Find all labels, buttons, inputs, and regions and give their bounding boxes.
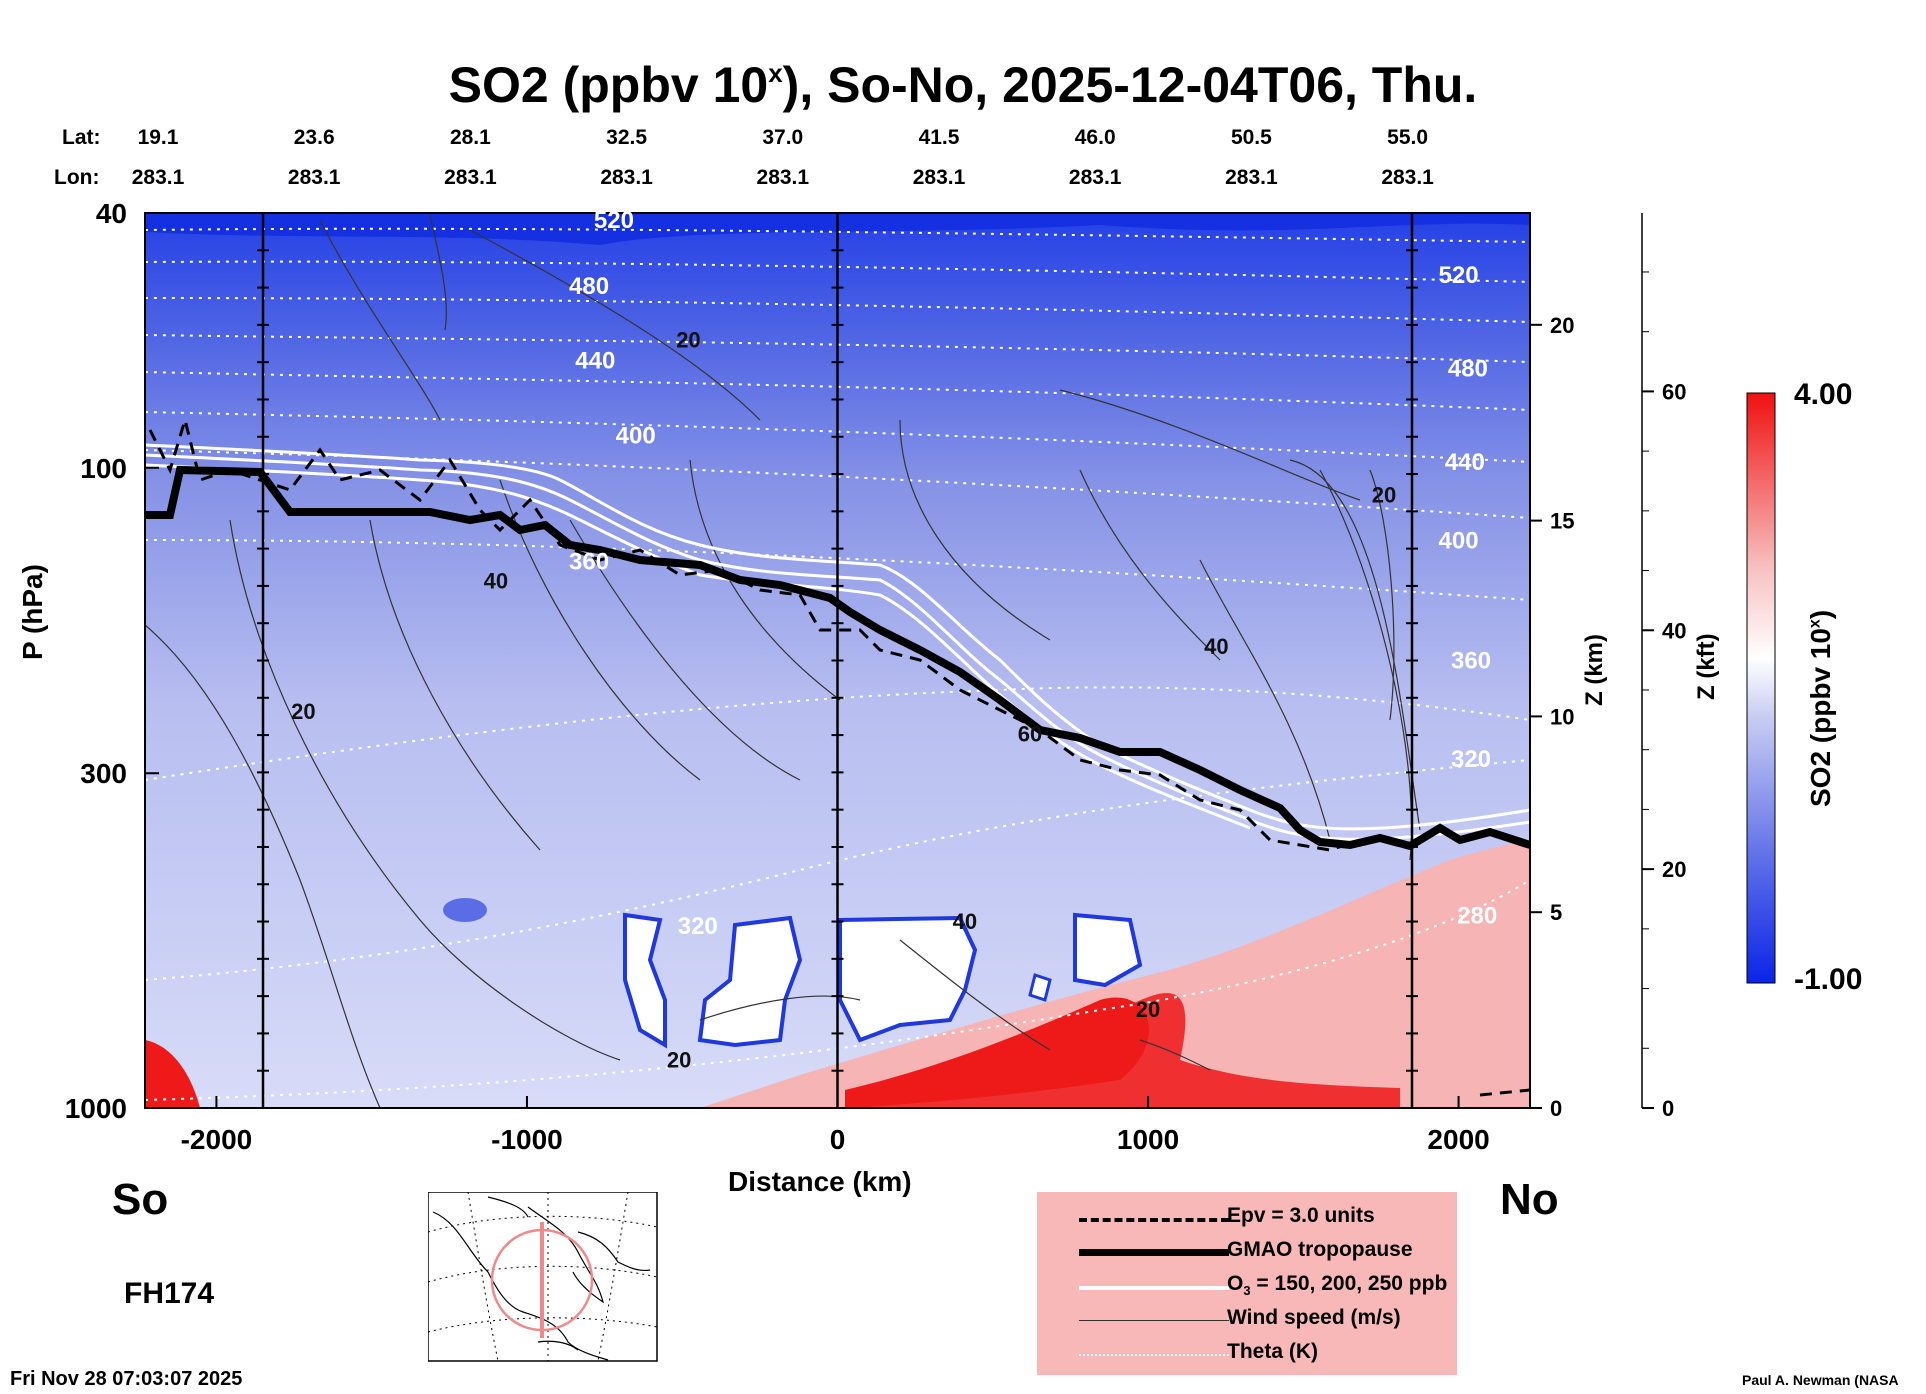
theta-label: 320 [678, 913, 718, 940]
z-km-tick-label: 15 [1550, 509, 1574, 534]
legend-item-ozone: O3 = 150, 200, 250 ppb [1037, 1272, 1457, 1302]
lat-row-label: Lat: [62, 126, 101, 149]
inset-map [428, 1192, 658, 1362]
wind-label: 20 [1372, 482, 1396, 507]
epv-line [148, 414, 1361, 852]
theta-label: 400 [616, 422, 656, 449]
theta-label: 320 [1451, 746, 1491, 773]
x-axis: -2000 -1000 0 1000 2000 [181, 1096, 1490, 1155]
x-tick-label: 1000 [1117, 1124, 1179, 1155]
wind-label: 20 [676, 327, 700, 352]
y-tick-label: 300 [80, 758, 127, 789]
low-so2-patches [623, 912, 1143, 1049]
wind-label: 40 [1204, 634, 1228, 659]
lon-value: 283.1 [600, 166, 653, 189]
y-tick-label: 1000 [65, 1093, 127, 1124]
forecast-hour: FH174 [124, 1277, 215, 1310]
x-tick-label: 2000 [1427, 1124, 1489, 1155]
wind-label: 20 [667, 1048, 691, 1073]
y-axis-title: P (hPa) [17, 564, 48, 660]
timestamp: Fri Nov 28 07:03:07 2025 [10, 1368, 243, 1390]
x-tick-label: 0 [830, 1124, 846, 1155]
lat-value: 32.5 [606, 126, 648, 149]
lon-value: 283.1 [1068, 166, 1122, 189]
colorbar-max-label: 4.00 [1794, 378, 1853, 411]
legend-item-theta: Theta (K) [1037, 1340, 1457, 1370]
lon-row-label: Lon: [54, 166, 100, 189]
z-km-tick-label: 20 [1550, 313, 1574, 338]
legend-item-epv: Epv = 3.0 units [1037, 1204, 1457, 1234]
lat-value: 28.1 [449, 126, 491, 149]
theta-labels: 520 480 440 400 360 320 520 480 440 400 360 320 280 [569, 207, 1497, 940]
z-kft-tick-label: 40 [1662, 618, 1686, 643]
lon-value: 283.1 [912, 166, 966, 189]
lat-value: 37.0 [762, 126, 804, 149]
theta-label: 280 [1457, 902, 1497, 929]
wind-label: 20 [291, 699, 315, 724]
z-km-title: Z (km) [1581, 634, 1608, 706]
x-tick-label: -1000 [491, 1124, 563, 1155]
lon-value: 283.1 [131, 166, 185, 189]
colorbar-title: SO2 (ppbv 10x) [1805, 609, 1836, 807]
z-km-tick-label: 10 [1550, 704, 1574, 729]
theta-label: 440 [1445, 449, 1485, 476]
lon-value: 283.1 [287, 166, 341, 189]
lat-value: 19.1 [137, 126, 179, 149]
x-axis-title: Distance (km) [728, 1166, 912, 1197]
wind-label: 20 [1136, 997, 1160, 1022]
lon-value: 283.1 [444, 166, 497, 189]
z-kft-tick-label: 20 [1662, 857, 1686, 882]
lat-value: 55.0 [1387, 126, 1429, 149]
wind-labels: 20 20 20 40 60 40 20 20 40 [291, 327, 1396, 1072]
wind-label: 40 [484, 569, 508, 594]
theta-contours [145, 227, 1530, 1101]
y-tick-label: 100 [80, 453, 127, 484]
z-kft-tick-label: 0 [1662, 1096, 1674, 1121]
theta-label: 480 [569, 273, 609, 300]
theta-label: 400 [1439, 528, 1479, 555]
y-axis: 40 100 300 1000 [65, 198, 159, 1124]
lat-value: 46.0 [1074, 126, 1116, 149]
theta-label: 440 [575, 348, 615, 375]
z-kft-axis: 0 20 40 60 [1641, 213, 1686, 1121]
wind-contours [145, 214, 1421, 1108]
lat-value: 41.5 [918, 126, 960, 149]
colorbar-min-label: -1.00 [1794, 963, 1863, 996]
z-km-tick-label: 0 [1550, 1096, 1562, 1121]
lat-value: 23.6 [293, 126, 335, 149]
z-km-axis: 0 5 10 15 20 [1530, 313, 1574, 1121]
legend: Epv = 3.0 units GMAO tropopause O3 = 150… [1037, 1192, 1457, 1375]
theta-label: 360 [569, 548, 609, 575]
south-end-label: So [112, 1175, 169, 1224]
legend-item-tropopause: GMAO tropopause [1037, 1238, 1457, 1268]
lon-value: 283.1 [1225, 166, 1278, 189]
z-kft-tick-label: 60 [1662, 379, 1686, 404]
x-tick-label: -2000 [181, 1124, 253, 1155]
credit: Paul A. Newman (NASA [1742, 1372, 1899, 1388]
chart-title: SO2 (ppbv 10x), So-No, 2025-12-04T06, Th… [448, 57, 1478, 113]
legend-item-wind: Wind speed (m/s) [1037, 1306, 1457, 1336]
theta-label: 520 [1439, 262, 1479, 289]
wind-label: 60 [1018, 721, 1042, 746]
colorbar [1746, 392, 1776, 984]
y-tick-label: 40 [96, 198, 127, 229]
theta-label: 480 [1448, 356, 1488, 383]
z-kft-title: Z (kft) [1693, 633, 1720, 700]
wind-label: 40 [953, 909, 977, 934]
lat-value: 50.5 [1230, 126, 1272, 149]
z-km-tick-label: 5 [1550, 900, 1562, 925]
north-end-label: No [1500, 1175, 1559, 1224]
lon-value: 283.1 [756, 166, 810, 189]
lon-value: 283.1 [1381, 166, 1434, 189]
reference-verticals [257, 213, 1418, 1108]
theta-label: 520 [594, 207, 634, 234]
theta-label: 360 [1451, 648, 1491, 675]
